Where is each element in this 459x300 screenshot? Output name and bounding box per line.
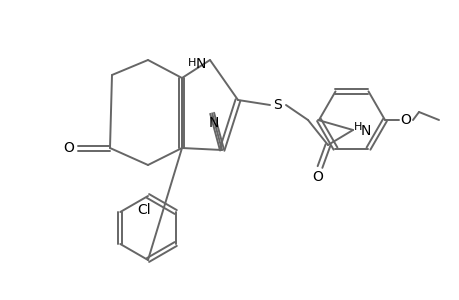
Text: Cl: Cl xyxy=(137,203,151,217)
Text: O: O xyxy=(312,170,323,184)
Text: O: O xyxy=(400,113,410,127)
Text: N: N xyxy=(360,124,370,138)
Text: H: H xyxy=(353,122,361,132)
Text: N: N xyxy=(196,57,206,71)
Text: H: H xyxy=(187,58,196,68)
Text: N: N xyxy=(208,116,219,130)
Text: S: S xyxy=(273,98,282,112)
Text: O: O xyxy=(63,141,74,155)
